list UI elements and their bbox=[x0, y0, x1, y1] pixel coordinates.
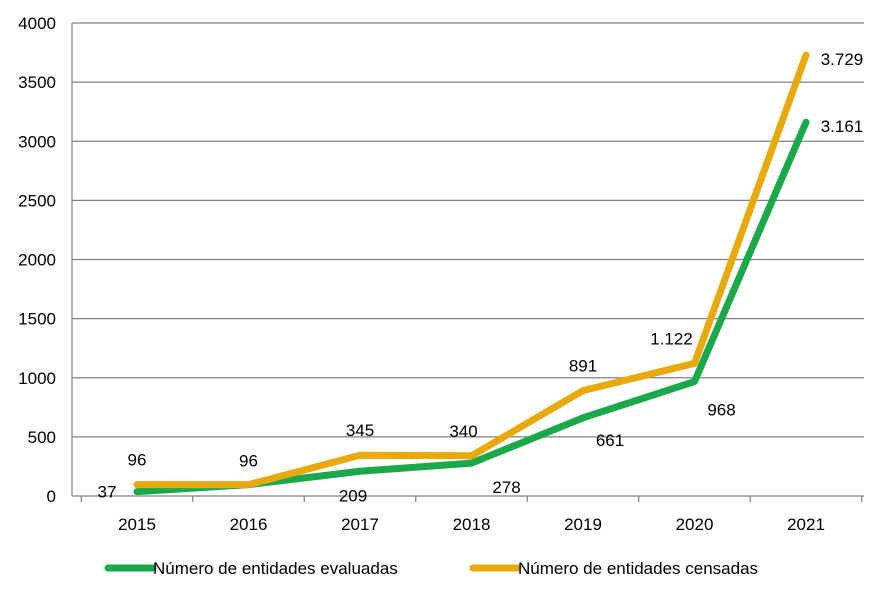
data-label-evaluadas: 278 bbox=[492, 478, 520, 497]
y-tick-label: 3000 bbox=[18, 132, 56, 151]
data-label-censadas: 891 bbox=[569, 357, 597, 376]
series-line-censadas bbox=[133, 51, 810, 489]
y-tick-label: 0 bbox=[47, 487, 56, 506]
x-axis-ticks: 2015 2016 2017 2018 2019 2020 2021 bbox=[118, 515, 825, 534]
gridlines bbox=[71, 22, 864, 502]
y-tick-label: 2500 bbox=[18, 191, 56, 210]
data-label-censadas: 96 bbox=[128, 451, 147, 470]
data-label-censadas: 340 bbox=[449, 422, 477, 441]
legend-label: Número de entidades censadas bbox=[518, 559, 758, 578]
data-label-censadas: 345 bbox=[346, 421, 374, 440]
legend: Número de entidades evaluadas Número de e… bbox=[104, 559, 758, 578]
y-tick-label: 500 bbox=[28, 428, 56, 447]
x-tick-label: 2020 bbox=[676, 515, 714, 534]
data-label-evaluadas: 209 bbox=[339, 486, 367, 505]
x-tick-label: 2018 bbox=[453, 515, 491, 534]
series-lines bbox=[133, 51, 810, 496]
x-tick-label: 2015 bbox=[118, 515, 156, 534]
y-tick-label: 1500 bbox=[18, 310, 56, 329]
data-label-evaluadas: 661 bbox=[596, 431, 624, 450]
x-tick-label: 2019 bbox=[564, 515, 602, 534]
data-label-censadas: 1.122 bbox=[650, 329, 693, 348]
data-label-evaluadas: 37 bbox=[98, 483, 117, 502]
y-axis-ticks: 0 500 1000 1500 2000 2500 3000 3500 4000 bbox=[18, 14, 56, 506]
data-labels: 37 96 209 278 661 968 3.161 96 345 340 891 1.122 3.7… bbox=[98, 50, 864, 505]
y-tick-label: 2000 bbox=[18, 251, 56, 270]
legend-label: Número de entidades evaluadas bbox=[153, 559, 398, 578]
y-tick-label: 3500 bbox=[18, 73, 56, 92]
x-tick-label: 2017 bbox=[341, 515, 379, 534]
y-tick-label: 4000 bbox=[18, 14, 56, 33]
data-label-evaluadas: 3.161 bbox=[821, 117, 864, 136]
x-tick-label: 2016 bbox=[230, 515, 268, 534]
data-label-evaluadas: 968 bbox=[707, 401, 735, 420]
data-label-evaluadas: 96 bbox=[239, 452, 258, 471]
x-tick-label: 2021 bbox=[787, 515, 825, 534]
data-label-censadas: 3.729 bbox=[821, 50, 864, 69]
y-tick-label: 1000 bbox=[18, 369, 56, 388]
